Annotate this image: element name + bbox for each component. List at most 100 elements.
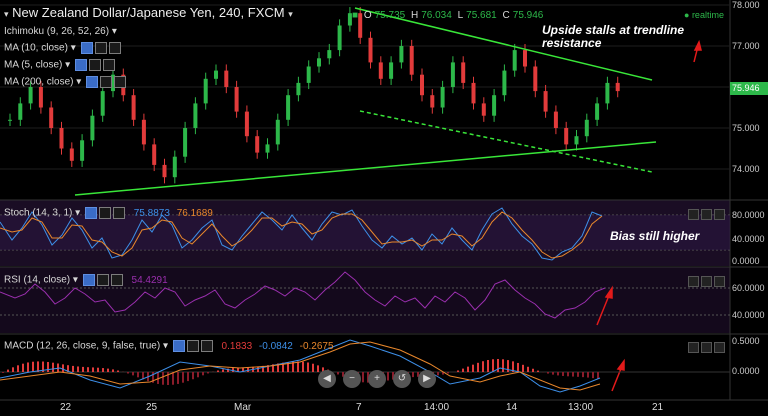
move-down-icon[interactable] bbox=[701, 209, 712, 220]
candle-body bbox=[244, 111, 249, 137]
zoom-out-icon[interactable]: − bbox=[343, 370, 361, 388]
macd-bar bbox=[107, 368, 109, 372]
macd-pane-controls[interactable] bbox=[686, 340, 725, 358]
settings-icon[interactable] bbox=[96, 274, 109, 286]
candle-body bbox=[543, 91, 548, 112]
move-up-icon[interactable] bbox=[688, 342, 699, 353]
indicator-ma10[interactable]: MA (10, close) ▾ bbox=[4, 42, 121, 54]
x-axis-label: 7 bbox=[356, 402, 362, 413]
dropdown-icon[interactable]: ▾ bbox=[72, 274, 78, 286]
macd-bar bbox=[92, 367, 94, 372]
macd-bar bbox=[302, 361, 304, 372]
visibility-icon[interactable] bbox=[74, 59, 87, 71]
zoom-in-icon[interactable]: + bbox=[368, 370, 386, 388]
stoch-pane-controls[interactable] bbox=[686, 207, 725, 225]
support-trendline bbox=[74, 141, 657, 196]
remove-icon[interactable] bbox=[102, 59, 115, 71]
macd-bar bbox=[562, 372, 564, 376]
candle-body bbox=[286, 95, 291, 120]
remove-icon[interactable] bbox=[112, 207, 125, 219]
macd-bar bbox=[12, 367, 14, 372]
macd-bar bbox=[222, 369, 224, 372]
indicator-ma200[interactable]: MA (200, close) ▾ bbox=[4, 76, 127, 88]
close-icon[interactable] bbox=[714, 342, 725, 353]
stoch-tick: 80.0000 bbox=[732, 210, 765, 220]
candle-body bbox=[162, 164, 167, 178]
remove-icon[interactable] bbox=[200, 340, 213, 352]
macd-bar bbox=[167, 372, 169, 385]
candle-body bbox=[224, 70, 229, 87]
macd-bar bbox=[192, 372, 194, 380]
dropdown-icon[interactable]: ▾ bbox=[65, 59, 71, 71]
visibility-icon[interactable] bbox=[172, 340, 185, 352]
chart-title[interactable]: New Zealand Dollar/Japanese Yen, 240, FX… bbox=[12, 5, 285, 20]
macd-bar bbox=[317, 365, 319, 372]
dropdown-icon[interactable]: ▾ bbox=[162, 340, 168, 352]
candle-body bbox=[430, 95, 435, 108]
candle-body bbox=[564, 128, 569, 145]
dropdown-icon[interactable]: ▾ bbox=[75, 207, 81, 219]
close-icon[interactable] bbox=[714, 209, 725, 220]
candle-body bbox=[183, 128, 188, 157]
move-up-icon[interactable] bbox=[688, 209, 699, 220]
rsi-label: RSI (14, close) bbox=[4, 274, 71, 286]
settings-icon[interactable] bbox=[100, 76, 113, 88]
x-axis-label: 14:00 bbox=[424, 402, 450, 413]
settings-icon[interactable] bbox=[88, 59, 101, 71]
dropdown-icon[interactable]: ▾ bbox=[70, 42, 76, 54]
close-icon[interactable] bbox=[714, 276, 725, 287]
macd-bar bbox=[262, 365, 264, 372]
open-value: 75.735 bbox=[374, 10, 406, 21]
visibility-icon[interactable] bbox=[84, 207, 97, 219]
candle-body bbox=[492, 95, 497, 116]
symbol-dropdown-icon[interactable]: ▾ bbox=[288, 9, 293, 19]
settings-icon[interactable] bbox=[98, 207, 111, 219]
remove-icon[interactable] bbox=[114, 76, 127, 88]
macd-bar bbox=[112, 369, 114, 372]
scroll-right-icon[interactable]: ▶ bbox=[418, 370, 436, 388]
dropdown-icon[interactable]: ▾ bbox=[111, 26, 117, 37]
scroll-left-icon[interactable]: ◀ bbox=[318, 370, 336, 388]
indicator-ma5[interactable]: MA (5, close) ▾ bbox=[4, 59, 115, 71]
candle-body bbox=[38, 87, 43, 108]
low-label: L bbox=[457, 10, 464, 21]
settings-icon[interactable] bbox=[186, 340, 199, 352]
move-down-icon[interactable] bbox=[701, 342, 712, 353]
move-up-icon[interactable] bbox=[688, 276, 699, 287]
rsi-tick: 40.0000 bbox=[732, 310, 765, 320]
stoch-legend[interactable]: Stoch (14, 3, 1) ▾ 75.8873 76.1689 bbox=[4, 207, 213, 219]
macd-bar bbox=[207, 372, 209, 374]
close-value: 75.946 bbox=[512, 10, 544, 21]
settings-icon[interactable] bbox=[94, 42, 107, 54]
macd-bar bbox=[362, 372, 364, 383]
rsi-pane-controls[interactable] bbox=[686, 274, 725, 292]
dropdown-icon[interactable]: ▾ bbox=[76, 76, 82, 88]
macd-bar bbox=[487, 360, 489, 372]
remove-icon[interactable] bbox=[110, 274, 123, 286]
high-value: 76.034 bbox=[421, 10, 452, 21]
rsi-legend[interactable]: RSI (14, close) ▾ 54.4291 bbox=[4, 274, 168, 286]
macd-bar bbox=[32, 361, 34, 372]
macd-bar bbox=[242, 367, 244, 372]
remove-icon[interactable] bbox=[108, 42, 121, 54]
macd-bar bbox=[537, 370, 539, 372]
macd-legend[interactable]: MACD (12, 26, close, 9, false, true) ▾ 0… bbox=[4, 340, 334, 352]
visibility-icon[interactable] bbox=[80, 42, 93, 54]
visibility-icon[interactable] bbox=[86, 76, 99, 88]
collapse-icon[interactable]: ▾ bbox=[4, 9, 9, 19]
candle-body bbox=[275, 119, 280, 145]
move-down-icon[interactable] bbox=[701, 276, 712, 287]
macd-bar bbox=[27, 362, 29, 372]
macd-bar bbox=[77, 366, 79, 372]
macd-bar bbox=[7, 369, 9, 372]
macd-bar bbox=[157, 372, 159, 384]
macd-bar bbox=[67, 365, 69, 372]
macd-bar bbox=[2, 372, 4, 373]
indicator-ichimoku[interactable]: Ichimoku (9, 26, 52, 26) ▾ bbox=[4, 26, 117, 37]
candle-body bbox=[337, 25, 342, 51]
visibility-icon[interactable] bbox=[82, 274, 95, 286]
reset-icon[interactable]: ↺ bbox=[393, 370, 411, 388]
macd-bar bbox=[87, 367, 89, 372]
macd-hist-value: 0.1833 bbox=[221, 340, 253, 352]
